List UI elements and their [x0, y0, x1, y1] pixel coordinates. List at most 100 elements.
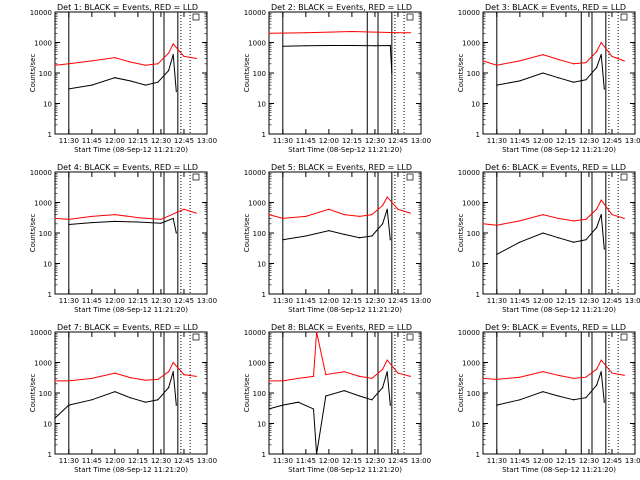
data-point-lld	[600, 41, 602, 44]
data-point-lld	[374, 31, 376, 33]
data-point-lld	[343, 214, 345, 216]
y-tick-label: 100	[253, 230, 266, 238]
data-point-events	[371, 235, 373, 237]
series-line-events	[282, 209, 391, 241]
x-tick-label: 12:30	[151, 457, 171, 465]
x-tick-label: 13:00	[197, 297, 217, 305]
y-tick-label: 10000	[244, 9, 266, 17]
y-tick-label: 10	[43, 101, 52, 109]
data-point-lld	[409, 375, 411, 378]
y-tick-label: 10000	[458, 9, 480, 17]
data-point-lld	[282, 217, 284, 220]
y-tick-label: 10	[257, 421, 266, 429]
series-line-lld	[269, 331, 411, 382]
x-axis-label: Start Time (08-Sep-12 11:21:20)	[502, 146, 616, 154]
data-point-lld	[351, 30, 353, 33]
x-tick-label: 11:30	[487, 457, 507, 465]
data-point-lld	[611, 372, 613, 374]
series-line-events	[496, 371, 605, 406]
y-tick-label: 10	[257, 101, 266, 109]
x-tick-label: 11:45	[82, 297, 102, 305]
y-tick-label: 10	[257, 261, 266, 269]
data-point-lld	[54, 380, 56, 382]
y-tick-label: 100	[467, 230, 480, 238]
detector-panel-6: Det 6: BLACK = Events, RED = LLD 1 10 100 10…	[457, 163, 640, 314]
detector-panel-5: Det 5: BLACK = Events, RED = LLD 1 10 100 10…	[243, 163, 431, 314]
y-tick-label: 10	[43, 261, 52, 269]
y-tick-label: 1000	[34, 360, 52, 368]
y-tick-label: 1	[48, 451, 52, 459]
y-tick-label: 1	[262, 131, 266, 139]
series-line-lld	[482, 199, 625, 226]
x-axis-label: Start Time (08-Sep-12 11:21:20)	[288, 146, 402, 154]
y-tick-label: 10000	[458, 329, 480, 337]
x-axis-label: Start Time (08-Sep-12 11:21:20)	[74, 306, 188, 314]
data-point-lld	[91, 60, 93, 62]
data-point-lld	[168, 52, 170, 54]
panel-title: Det 7: BLACK = Events, RED = LLD	[57, 323, 198, 332]
panel-title: Det 4: BLACK = Events, RED = LLD	[57, 163, 198, 172]
y-tick-label: 100	[467, 390, 480, 398]
x-tick-label: 12:15	[342, 137, 362, 145]
data-point-lld	[557, 217, 559, 220]
data-point-lld	[557, 58, 559, 60]
series-line-lld	[268, 30, 411, 34]
x-tick-label: 12:30	[151, 137, 171, 145]
x-tick-label: 12:30	[365, 457, 385, 465]
x-tick-label: 11:30	[59, 137, 79, 145]
data-point-lld	[572, 377, 575, 380]
data-point-lld	[157, 378, 159, 380]
data-point-lld	[195, 212, 197, 214]
data-point-events	[391, 72, 393, 74]
y-axis-label: Counts/sec	[457, 54, 465, 93]
data-point-events	[144, 84, 147, 86]
data-point-lld	[129, 61, 131, 63]
data-point-lld	[572, 220, 575, 222]
data-point-events	[358, 395, 361, 397]
x-tick-label: 12:00	[319, 457, 339, 465]
data-point-events	[519, 80, 521, 82]
x-tick-label: 12:00	[533, 137, 553, 145]
data-point-events	[282, 239, 284, 241]
data-point-events	[600, 214, 602, 216]
data-point-events	[557, 395, 559, 397]
x-tick-label: 12:30	[579, 457, 599, 465]
data-point-lld	[268, 214, 270, 216]
y-tick-label: 1000	[248, 200, 266, 208]
x-tick-label: 11:30	[59, 457, 79, 465]
y-tick-label: 1	[476, 451, 480, 459]
x-tick-label: 12:00	[105, 457, 125, 465]
data-point-events	[305, 235, 307, 237]
data-point-lld	[160, 218, 162, 220]
panel-title: Det 5: BLACK = Events, RED = LLD	[271, 163, 412, 172]
series-line-events	[68, 217, 177, 234]
data-point-events	[172, 217, 174, 220]
data-point-events	[542, 232, 544, 234]
data-point-events	[542, 391, 544, 393]
data-point-lld	[397, 32, 399, 34]
data-point-events	[114, 220, 116, 223]
x-tick-label: 12:00	[533, 297, 553, 305]
legend-box	[620, 333, 628, 341]
y-tick-label: 1	[262, 291, 266, 299]
y-tick-label: 1	[476, 291, 480, 299]
data-point-lld	[297, 377, 299, 380]
data-point-events	[351, 44, 353, 47]
y-tick-label: 1000	[34, 40, 52, 48]
data-point-events	[328, 44, 330, 47]
plot-frame	[268, 11, 422, 135]
data-point-lld	[600, 359, 602, 361]
y-tick-label: 1000	[248, 360, 266, 368]
y-axis-label: Counts/sec	[29, 374, 37, 413]
y-tick-label: 1	[48, 131, 52, 139]
y-tick-label: 10000	[244, 329, 266, 337]
data-point-lld	[596, 208, 598, 210]
x-tick-label: 13:00	[411, 137, 431, 145]
x-tick-label: 11:30	[273, 297, 293, 305]
y-tick-label: 10000	[458, 169, 480, 177]
x-axis-label: Start Time (08-Sep-12 11:21:20)	[502, 306, 616, 314]
detector-panel-4: Det 4: BLACK = Events, RED = LLD 1 10 100 10…	[29, 163, 217, 314]
data-point-lld	[600, 199, 602, 201]
data-point-lld	[496, 378, 498, 380]
data-point-events	[358, 237, 361, 239]
